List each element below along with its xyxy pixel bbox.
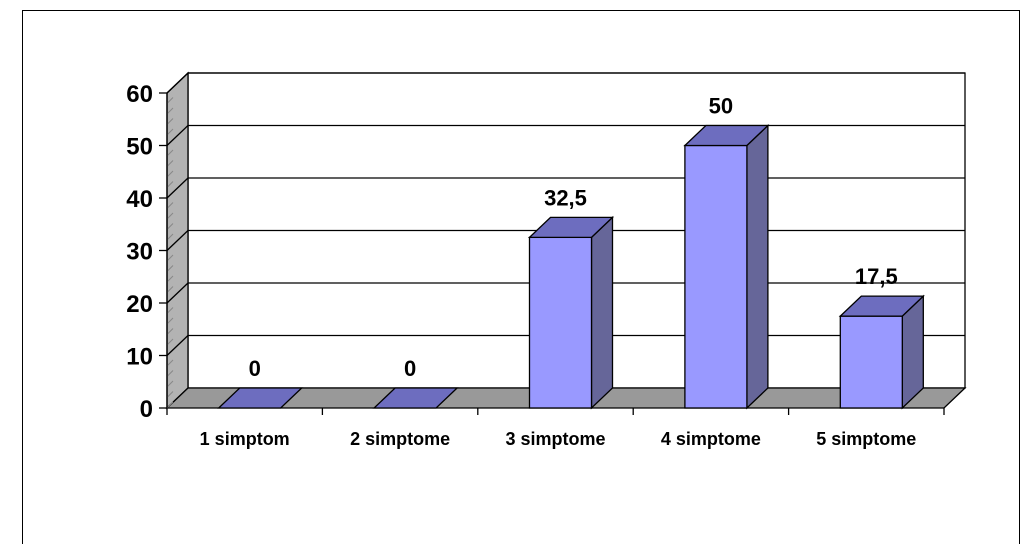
- minor-tick: [166, 391, 174, 398]
- bar: [372, 387, 459, 409]
- minor-tick: [166, 97, 174, 104]
- minor-tick: [166, 265, 174, 272]
- data-label: 17,5: [855, 264, 898, 289]
- x-tick-label: 2 simptome: [350, 429, 450, 449]
- bar-front: [528, 236, 593, 409]
- gridline-diagonal: [166, 335, 189, 356]
- minor-tick: [166, 317, 174, 325]
- bars: [217, 123, 925, 410]
- x-tick-label: 1 simptom: [200, 429, 290, 449]
- x-tick-label: 5 simptome: [816, 429, 916, 449]
- y-tick-label: 60: [126, 81, 153, 108]
- bar: [217, 387, 304, 409]
- bar-side: [746, 123, 769, 410]
- minor-tick: [166, 233, 174, 241]
- minor-tick: [166, 223, 174, 230]
- data-label: 0: [249, 356, 261, 381]
- minor-tick: [166, 202, 174, 209]
- minor-tick: [166, 107, 174, 115]
- minor-tick: [166, 212, 174, 220]
- minor-tick: [166, 401, 174, 409]
- minor-tick: [166, 275, 174, 283]
- data-labels: 0 0 32,5 50 17,5: [249, 94, 898, 382]
- data-label: 0: [404, 356, 416, 381]
- gridline-diagonal: [166, 72, 189, 94]
- y-tick-label: 20: [126, 291, 153, 318]
- bar-front: [839, 315, 903, 409]
- minor-tick: [166, 181, 174, 188]
- minor-tick: [166, 118, 174, 125]
- minor-tick: [166, 149, 174, 157]
- minor-tick: [166, 380, 174, 388]
- bar-top: [838, 295, 925, 317]
- minor-tick: [166, 160, 174, 167]
- data-label: 50: [709, 94, 733, 119]
- bar: [683, 123, 770, 410]
- gridline-diagonal: [166, 125, 189, 146]
- bar: [527, 215, 615, 410]
- y-tick-label: 40: [126, 186, 153, 213]
- minor-tick: [166, 328, 174, 335]
- gridline-diagonal: [166, 282, 189, 304]
- y-tick-label: 10: [126, 344, 153, 371]
- gridline-diagonal: [166, 230, 189, 251]
- gridline-diagonal: [166, 177, 189, 199]
- x-tick-label: 3 simptome: [505, 429, 605, 449]
- bar-top: [372, 387, 459, 409]
- y-tick-label: 0: [140, 396, 153, 423]
- y-tick-label: 30: [126, 239, 153, 266]
- bar-side: [590, 215, 614, 410]
- bar-front: [684, 144, 748, 409]
- x-axis-labels: 1 simptom 2 simptome 3 simptome 4 simptome 5…: [200, 429, 917, 449]
- bar-top: [217, 387, 304, 409]
- y-tick-label: 50: [126, 134, 153, 161]
- y-axis: 0 10 20 30 40 50 60: [126, 81, 945, 423]
- bar-top: [527, 216, 615, 239]
- minor-tick: [166, 128, 174, 136]
- minor-tick: [166, 370, 174, 377]
- minor-tick: [166, 170, 174, 178]
- minor-tick: [166, 307, 174, 314]
- x-tick-label: 4 simptome: [661, 429, 761, 449]
- bar: [838, 294, 925, 410]
- bar-top: [683, 124, 770, 147]
- minor-tick: [166, 286, 174, 293]
- minor-tick: [166, 338, 174, 346]
- minor-tick: [166, 359, 174, 367]
- data-label: 32,5: [544, 185, 587, 210]
- minor-tick: [166, 254, 174, 262]
